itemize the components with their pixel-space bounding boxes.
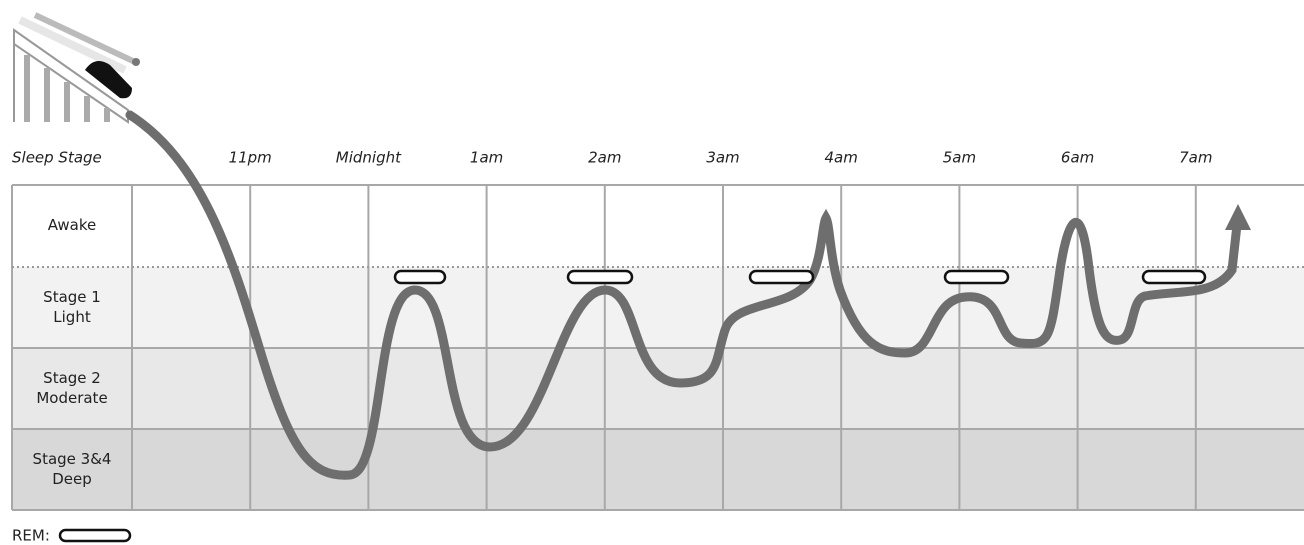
time-label: 5am <box>943 149 976 167</box>
time-label: 2am <box>588 149 621 167</box>
row-deep <box>12 429 1304 510</box>
sleep-curve <box>125 110 1242 480</box>
time-label: Midnight <box>336 149 402 167</box>
motion-line <box>33 12 137 65</box>
sleeper-icon <box>13 12 140 124</box>
rem-pill <box>393 269 447 285</box>
arrow-head <box>1225 204 1251 230</box>
stage-label: Stage 3&4 <box>33 450 112 468</box>
stage-label: Moderate <box>36 389 107 407</box>
rem-pill <box>943 269 1010 285</box>
stage-label: Deep <box>52 470 92 488</box>
motion-line <box>18 16 127 74</box>
stage-label: Stage 1 <box>43 288 101 306</box>
time-label: 7am <box>1179 149 1212 167</box>
time-label: 4am <box>825 149 858 167</box>
rem-pill <box>748 269 815 285</box>
time-label: 3am <box>706 149 739 167</box>
time-label: 1am <box>470 149 503 167</box>
stage-label: Light <box>53 308 91 326</box>
stage-label: Stage 2 <box>43 369 101 387</box>
rem-pill <box>1141 269 1207 285</box>
legend-label: REM: <box>12 527 50 545</box>
rem-pill <box>566 269 634 285</box>
rem-markers <box>58 269 1207 543</box>
time-label: 6am <box>1061 149 1094 167</box>
time-label: 11pm <box>229 149 272 167</box>
stage-label: Awake <box>48 216 97 234</box>
sleeper <box>85 61 132 99</box>
header-title: Sleep Stage <box>12 149 102 167</box>
row-moderate <box>12 348 1304 429</box>
legend-pill <box>58 528 132 543</box>
